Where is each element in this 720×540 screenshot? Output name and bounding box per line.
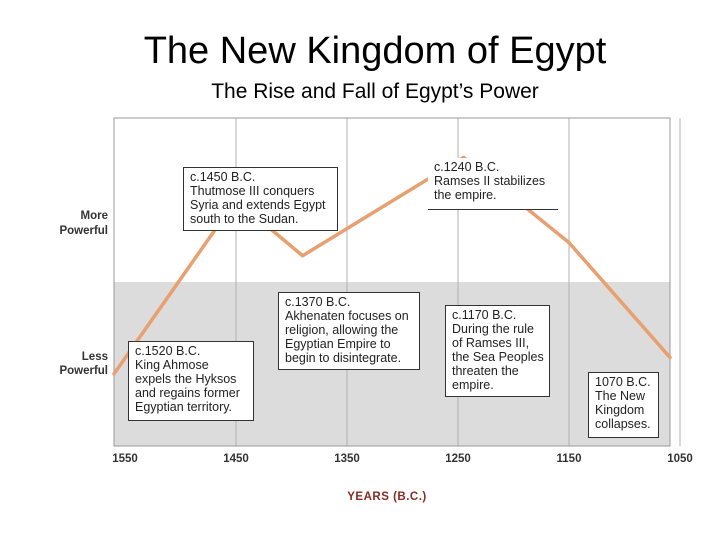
x-tick-label: 1250 xyxy=(445,453,471,465)
y-label-more-line2: Powerful xyxy=(59,225,108,237)
annotation-collapse: 1070 B.C. The New Kingdom collapses. xyxy=(588,372,659,438)
annotation-ramses-ii: c.1240 B.C. Ramses II stabilizes the emp… xyxy=(428,158,558,210)
annotation-date: 1070 B.C. xyxy=(595,375,651,389)
x-tick-label: 1050 xyxy=(667,453,693,465)
y-label-less-line1: Less xyxy=(82,351,108,363)
page-title: The New Kingdom of Egypt xyxy=(143,30,607,72)
annotation-date: c.1170 B.C. xyxy=(452,308,517,322)
annotation-date: c.1450 B.C. xyxy=(190,170,256,184)
annotation-text: King Ahmose expels the Hyksos and regain… xyxy=(135,358,240,414)
page-subtitle: The Rise and Fall of Egypt’s Power xyxy=(211,80,539,103)
y-label-less-line2: Powerful xyxy=(59,365,108,377)
annotation-text: The New Kingdom collapses. xyxy=(595,389,651,431)
annotation-date: c.1370 B.C. xyxy=(285,295,351,309)
x-axis-label: YEARS (B.C.) xyxy=(347,491,426,503)
annotation-text: Ramses II stabilizes the empire. xyxy=(434,174,546,202)
annotation-ramses-iii: c.1170 B.C. During the rule of Ramses II… xyxy=(445,305,550,397)
annotation-thutmose: c.1450 B.C. Thutmose III conquers Syria … xyxy=(183,167,338,231)
annotation-ahmose: c.1520 B.C. King Ahmose expels the Hykso… xyxy=(128,341,254,421)
x-tick-label: 1550 xyxy=(112,453,138,465)
x-tick-label: 1150 xyxy=(557,453,582,465)
x-tick-label: 1450 xyxy=(223,453,249,465)
x-tick-label: 1350 xyxy=(334,453,360,465)
annotation-text: Thutmose III conquers Syria and extends … xyxy=(190,184,326,226)
annotation-date: c.1520 B.C. xyxy=(135,344,201,358)
annotation-akhenaten: c.1370 B.C. Akhenaten focuses on religio… xyxy=(278,292,420,370)
annotation-date: c.1240 B.C. xyxy=(434,160,500,174)
annotation-text: Akhenaten focuses on religion, allowing … xyxy=(285,309,409,365)
plot-frame xyxy=(113,117,671,447)
annotation-text: During the rule of Ramses III, the Sea P… xyxy=(452,322,544,392)
y-label-more-line1: More xyxy=(81,210,108,222)
